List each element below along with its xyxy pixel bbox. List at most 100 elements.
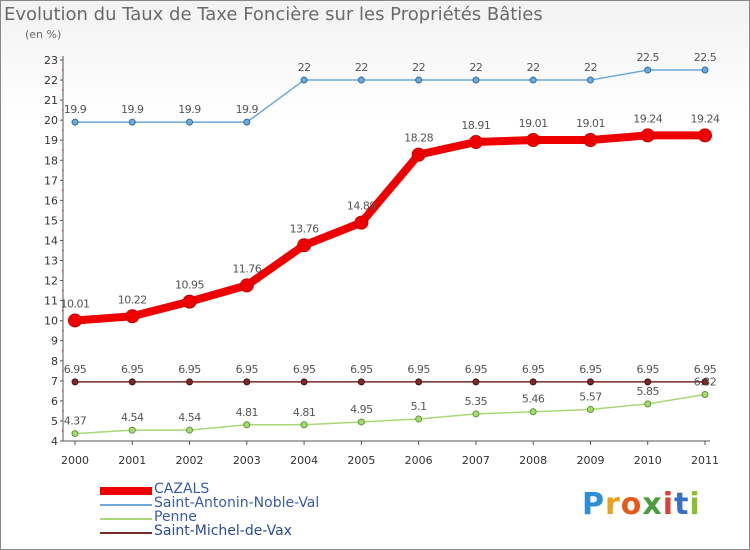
data-point — [472, 76, 480, 84]
y-tick-label: 13 — [44, 255, 58, 268]
legend-swatch — [100, 518, 152, 520]
legend-item: Saint-Michel-de-Vax — [100, 523, 360, 540]
series-cazals — [68, 128, 712, 328]
data-point — [243, 378, 251, 386]
data-label: 6.95 — [350, 363, 373, 376]
y-tick-label: 9 — [51, 335, 58, 348]
data-label: 19.24 — [691, 112, 720, 125]
data-label: 19.9 — [121, 103, 144, 116]
logo-letter: x — [642, 487, 663, 522]
series-line — [75, 69, 705, 123]
data-label: 22 — [469, 61, 482, 74]
x-tick-label: 2006 — [405, 454, 433, 467]
chart-title: Evolution du Taux de Taxe Foncière sur l… — [4, 4, 543, 25]
data-label: 22.5 — [636, 51, 659, 64]
x-tick-label: 2003 — [233, 454, 261, 467]
y-tick-label: 6 — [51, 395, 58, 408]
legend-label: Saint-Antonin-Noble-Val — [154, 495, 320, 511]
data-point — [357, 418, 365, 426]
legend-item: Penne — [100, 509, 360, 526]
data-point — [71, 430, 79, 438]
logo-letter: i — [662, 487, 675, 522]
x-tick-label: 2011 — [691, 454, 719, 467]
data-point — [186, 118, 194, 126]
data-point — [354, 215, 369, 230]
logo-letter: r — [605, 487, 621, 522]
x-tick-label: 2007 — [462, 454, 490, 467]
data-label: 4.54 — [121, 411, 144, 424]
x-tick-label: 2000 — [61, 454, 89, 467]
data-label: 5.57 — [579, 391, 602, 404]
data-label: 4.81 — [236, 406, 259, 419]
logo-letter: P — [582, 487, 605, 522]
y-tick-label: 4 — [51, 435, 58, 448]
data-label: 6.95 — [465, 363, 488, 376]
y-tick-label: 12 — [44, 275, 58, 288]
data-point — [472, 378, 480, 386]
y-tick-label: 17 — [44, 174, 58, 187]
y-tick-label: 5 — [51, 415, 58, 428]
data-label: 19.9 — [178, 103, 201, 116]
data-label: 6.95 — [178, 363, 201, 376]
data-point — [529, 76, 537, 84]
data-label: 6.95 — [236, 363, 259, 376]
data-point — [644, 66, 652, 74]
data-point — [297, 238, 312, 253]
data-point — [586, 406, 594, 414]
legend-swatch — [100, 532, 152, 534]
data-point — [243, 421, 251, 429]
logo-letter: i — [689, 487, 701, 522]
data-point — [701, 66, 709, 74]
x-tick-label: 2010 — [634, 454, 662, 467]
legend-swatch — [100, 487, 152, 495]
data-label: 22 — [412, 61, 425, 74]
data-point — [125, 309, 140, 324]
series-penne — [71, 390, 709, 438]
x-tick-label: 2009 — [576, 454, 604, 467]
data-point — [357, 76, 365, 84]
data-label: 4.81 — [293, 406, 316, 419]
series-line — [74, 131, 705, 325]
data-point — [71, 118, 79, 126]
y-tick-label: 18 — [44, 154, 58, 167]
data-point — [300, 76, 308, 84]
data-point — [128, 378, 136, 386]
data-point — [357, 378, 365, 386]
data-label: 4.37 — [64, 415, 87, 428]
data-point — [529, 378, 537, 386]
y-axis-unit: (en %) — [25, 28, 62, 41]
data-point — [640, 128, 655, 143]
data-point — [300, 421, 308, 429]
data-point — [468, 135, 483, 150]
data-label: 4.54 — [178, 411, 201, 424]
data-point — [583, 133, 598, 148]
data-point — [182, 294, 197, 309]
data-point — [186, 426, 194, 434]
data-point — [644, 378, 652, 386]
data-label: 19.24 — [633, 112, 662, 125]
x-tick-label: 2002 — [176, 454, 204, 467]
x-tick-label: 2005 — [347, 454, 375, 467]
data-label: 6.95 — [121, 363, 144, 376]
data-label: 10.01 — [61, 297, 90, 310]
x-tick-label: 2001 — [118, 454, 146, 467]
data-point — [701, 390, 709, 398]
y-tick-label: 10 — [44, 315, 58, 328]
data-point — [701, 378, 709, 386]
data-point — [586, 76, 594, 84]
series-saint-antonin-noble-val — [71, 66, 709, 126]
y-tick-label: 23 — [44, 54, 58, 67]
data-point — [411, 147, 426, 162]
data-label: 22 — [527, 61, 540, 74]
data-point — [243, 118, 251, 126]
data-label: 18.91 — [461, 119, 490, 132]
data-point — [415, 378, 423, 386]
data-point — [128, 426, 136, 434]
data-point — [644, 400, 652, 408]
data-point — [698, 128, 712, 143]
logo-letter: t — [674, 487, 690, 522]
data-label: 22 — [355, 61, 368, 74]
y-tick-label: 7 — [51, 375, 58, 388]
data-label: 22.5 — [694, 51, 717, 64]
